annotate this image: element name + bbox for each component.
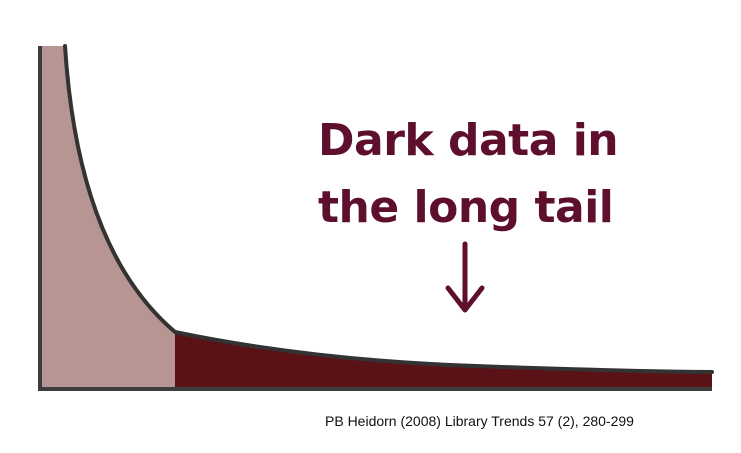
headline-line-1: Dark data in: [318, 115, 619, 166]
down-arrow-icon: [445, 241, 485, 313]
headline-line-2: the long tail: [318, 182, 614, 233]
head-region: [40, 46, 175, 389]
long-tail-region: [175, 332, 712, 389]
citation-text: PB Heidorn (2008) Library Trends 57 (2),…: [325, 413, 634, 429]
long-tail-curve: [63, 44, 714, 374]
